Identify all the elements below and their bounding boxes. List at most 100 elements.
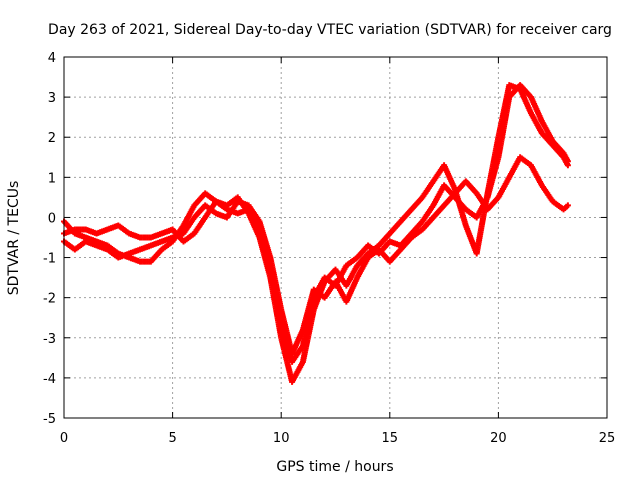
- data-point: [538, 130, 545, 137]
- data-point: [169, 226, 176, 233]
- plot-frame: [63, 56, 608, 419]
- data-point: [234, 210, 241, 217]
- data-point: [495, 154, 502, 161]
- data-point: [137, 258, 144, 265]
- data-point: [332, 278, 339, 285]
- data-point: [299, 358, 306, 365]
- data-point: [202, 202, 209, 209]
- y-tick-label: 4: [48, 51, 56, 66]
- y-tick-label: -2: [43, 292, 56, 307]
- data-point: [527, 162, 534, 169]
- data-point: [462, 206, 469, 213]
- data-point: [564, 202, 571, 209]
- data-point: [126, 230, 133, 237]
- y-tick-label: -4: [43, 372, 56, 387]
- data-point: [473, 190, 480, 197]
- data-point: [517, 82, 524, 89]
- x-tick-label: 0: [60, 431, 68, 446]
- chart-title: Day 263 of 2021, Sidereal Day-to-day VTE…: [48, 22, 612, 38]
- data-point: [560, 206, 567, 213]
- data-point: [441, 182, 448, 189]
- data-point: [93, 230, 100, 237]
- data-point: [158, 230, 165, 237]
- y-tick-label: 1: [48, 171, 56, 186]
- data-point: [451, 190, 458, 197]
- data-point: [137, 234, 144, 241]
- data-point: [137, 246, 144, 253]
- data-points: [61, 82, 571, 385]
- data-point: [321, 294, 328, 301]
- data-point: [549, 138, 556, 145]
- data-point: [538, 118, 545, 125]
- x-tick-label: 25: [599, 431, 616, 446]
- data-point: [147, 242, 154, 249]
- data-point: [506, 174, 513, 181]
- data-point: [462, 178, 469, 185]
- data-point: [397, 218, 404, 225]
- data-point: [408, 206, 415, 213]
- data-point: [299, 326, 306, 333]
- data-point: [354, 274, 361, 281]
- data-point: [441, 162, 448, 169]
- data-point: [343, 298, 350, 305]
- x-tick-label: 20: [490, 431, 507, 446]
- data-point: [365, 254, 372, 261]
- data-point: [267, 254, 274, 261]
- data-point: [104, 226, 111, 233]
- data-point: [549, 198, 556, 205]
- data-point: [506, 94, 513, 101]
- data-point: [527, 94, 534, 101]
- data-point: [495, 194, 502, 201]
- data-point: [245, 202, 252, 209]
- grid-lines: [64, 57, 607, 418]
- x-tick-label: 15: [382, 431, 399, 446]
- data-point: [310, 286, 317, 293]
- data-point: [419, 194, 426, 201]
- data-point: [564, 158, 571, 165]
- data-point: [462, 222, 469, 229]
- y-tick-label: 2: [48, 131, 56, 146]
- data-point: [115, 222, 122, 229]
- data-point: [93, 242, 100, 249]
- data-point: [82, 238, 89, 245]
- data-point: [538, 182, 545, 189]
- data-point: [289, 350, 296, 357]
- y-tick-label: -3: [43, 332, 56, 347]
- data-point: [484, 206, 491, 213]
- data-point: [408, 234, 415, 241]
- data-point: [115, 254, 122, 261]
- y-tick-label: -1: [43, 252, 56, 267]
- data-point: [354, 262, 361, 269]
- data-point: [71, 226, 78, 233]
- y-tick-label: 0: [48, 211, 56, 226]
- data-point: [278, 306, 285, 313]
- data-point: [289, 378, 296, 385]
- data-point: [180, 230, 187, 237]
- data-point: [332, 266, 339, 273]
- data-point: [223, 214, 230, 221]
- data-point: [560, 150, 567, 157]
- data-point: [71, 246, 78, 253]
- data-point: [473, 250, 480, 257]
- data-point: [158, 246, 165, 253]
- y-tick-label: 3: [48, 91, 56, 106]
- data-point: [191, 214, 198, 221]
- data-point: [223, 206, 230, 213]
- data-point: [213, 198, 220, 205]
- data-point: [82, 226, 89, 233]
- data-point: [104, 246, 111, 253]
- data-point: [386, 230, 393, 237]
- data-point: [375, 246, 382, 253]
- data-point: [321, 274, 328, 281]
- data-point: [234, 198, 241, 205]
- data-point: [289, 358, 296, 365]
- data-point: [419, 226, 426, 233]
- data-point: [299, 342, 306, 349]
- data-point: [386, 258, 393, 265]
- data-point: [386, 238, 393, 245]
- data-point: [441, 202, 448, 209]
- y-axis-label: SDTVAR / TECUs: [6, 181, 22, 296]
- data-point: [365, 242, 372, 249]
- data-point: [191, 230, 198, 237]
